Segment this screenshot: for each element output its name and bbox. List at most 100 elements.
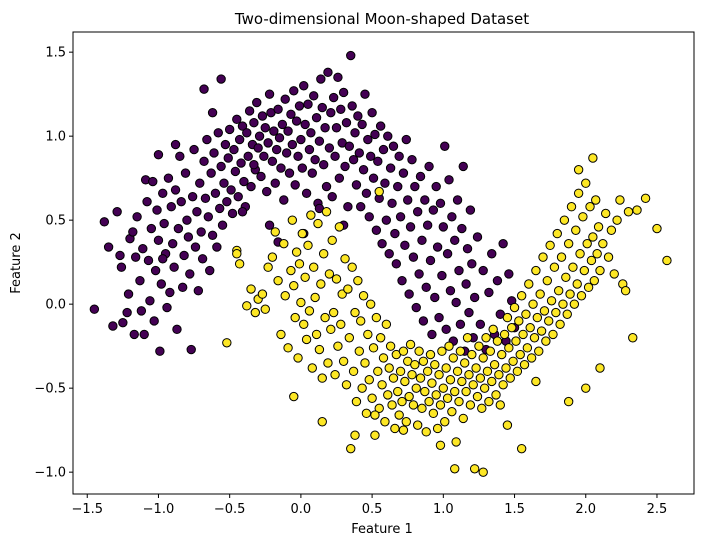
data-point-class-1 [536, 326, 547, 336]
data-point-class-0 [348, 154, 359, 165]
data-point-class-0 [165, 287, 175, 298]
data-point-class-0 [324, 143, 335, 153]
data-point-class-1 [581, 178, 591, 188]
x-tick-label: 1.5 [504, 502, 525, 517]
data-point-class-1 [512, 366, 523, 377]
data-point-class-1 [474, 341, 484, 351]
data-point-class-0 [398, 168, 409, 178]
data-point-class-0 [358, 165, 369, 175]
data-point-class-0 [304, 144, 315, 155]
data-point-class-0 [281, 148, 292, 158]
data-point-class-1 [582, 238, 592, 249]
data-point-class-1 [573, 165, 584, 175]
data-point-class-0 [115, 250, 125, 261]
data-point-class-0 [135, 275, 145, 286]
data-point-class-1 [390, 423, 400, 434]
data-point-class-1 [569, 299, 580, 309]
data-point-class-0 [444, 175, 454, 185]
data-point-class-1 [393, 386, 403, 397]
data-point-class-0 [271, 144, 282, 155]
data-point-class-1 [592, 249, 602, 259]
data-point-class-1 [546, 296, 557, 306]
data-point-class-0 [267, 156, 278, 167]
data-point-class-0 [438, 222, 449, 232]
data-point-class-0 [230, 166, 241, 177]
data-point-class-0 [424, 161, 434, 172]
data-point-class-0 [391, 259, 402, 269]
data-point-class-1 [549, 262, 560, 272]
data-point-class-1 [286, 265, 296, 276]
data-point-class-0 [487, 249, 497, 259]
data-point-class-0 [421, 282, 431, 293]
data-point-class-0 [116, 262, 127, 272]
data-point-class-1 [340, 254, 350, 264]
data-point-class-1 [370, 410, 380, 420]
data-point-class-1 [603, 252, 614, 262]
data-point-class-1 [445, 375, 456, 385]
data-point-class-0 [341, 118, 352, 128]
data-point-class-1 [551, 307, 561, 318]
data-point-class-1 [408, 400, 419, 410]
data-point-class-0 [227, 208, 238, 219]
data-point-class-1 [528, 299, 538, 309]
data-point-class-1 [270, 227, 280, 237]
data-point-class-1 [495, 400, 505, 410]
data-point-class-1 [561, 272, 571, 282]
data-point-class-0 [484, 287, 494, 298]
data-point-class-0 [279, 195, 289, 205]
data-point-class-0 [205, 265, 215, 276]
data-point-class-1 [287, 215, 298, 225]
data-point-class-0 [455, 319, 466, 330]
data-point-class-1 [232, 249, 242, 259]
data-point-class-1 [568, 262, 578, 272]
data-point-class-1 [374, 186, 384, 197]
data-point-class-0 [430, 292, 440, 303]
data-point-class-0 [296, 134, 306, 145]
data-point-class-1 [620, 286, 631, 296]
data-point-class-1 [524, 279, 534, 289]
data-point-class-1 [595, 265, 605, 276]
data-point-class-0 [129, 329, 139, 340]
data-point-class-0 [363, 134, 373, 145]
data-point-class-0 [199, 84, 209, 94]
data-point-class-0 [207, 107, 218, 118]
data-point-class-1 [327, 235, 337, 246]
data-point-class-1 [477, 403, 487, 414]
data-point-class-0 [370, 129, 380, 140]
data-point-class-0 [465, 205, 476, 215]
data-point-class-0 [177, 282, 188, 293]
data-point-class-1 [589, 275, 599, 286]
data-point-class-0 [176, 196, 186, 207]
data-point-class-0 [179, 250, 189, 261]
data-point-class-0 [264, 89, 275, 99]
data-point-class-0 [237, 121, 248, 131]
data-point-class-1 [588, 153, 598, 163]
data-point-class-0 [428, 205, 439, 215]
data-point-class-0 [294, 101, 305, 111]
data-point-class-1 [504, 343, 514, 353]
data-point-class-1 [257, 289, 268, 299]
data-point-class-0 [361, 188, 372, 198]
data-point-class-1 [491, 390, 501, 400]
data-point-class-1 [380, 417, 390, 427]
data-point-class-0 [469, 292, 480, 303]
data-point-class-1 [260, 304, 270, 314]
data-point-class-0 [336, 104, 346, 114]
data-point-class-1 [519, 359, 530, 370]
data-point-class-1 [414, 346, 424, 356]
x-tick-label: 0.0 [291, 502, 312, 517]
data-point-class-1 [579, 265, 590, 276]
data-point-class-1 [370, 430, 380, 440]
data-point-class-0 [187, 191, 198, 202]
data-point-class-1 [387, 400, 397, 410]
data-point-class-1 [502, 312, 513, 323]
data-point-class-0 [375, 121, 386, 131]
data-point-class-1 [555, 319, 565, 330]
data-point-class-0 [321, 181, 332, 192]
data-point-class-1 [478, 353, 488, 363]
data-point-class-1 [290, 312, 300, 323]
data-point-class-0 [169, 262, 179, 272]
data-point-class-1 [588, 232, 598, 242]
data-point-class-0 [146, 223, 157, 234]
data-point-class-0 [418, 316, 429, 326]
